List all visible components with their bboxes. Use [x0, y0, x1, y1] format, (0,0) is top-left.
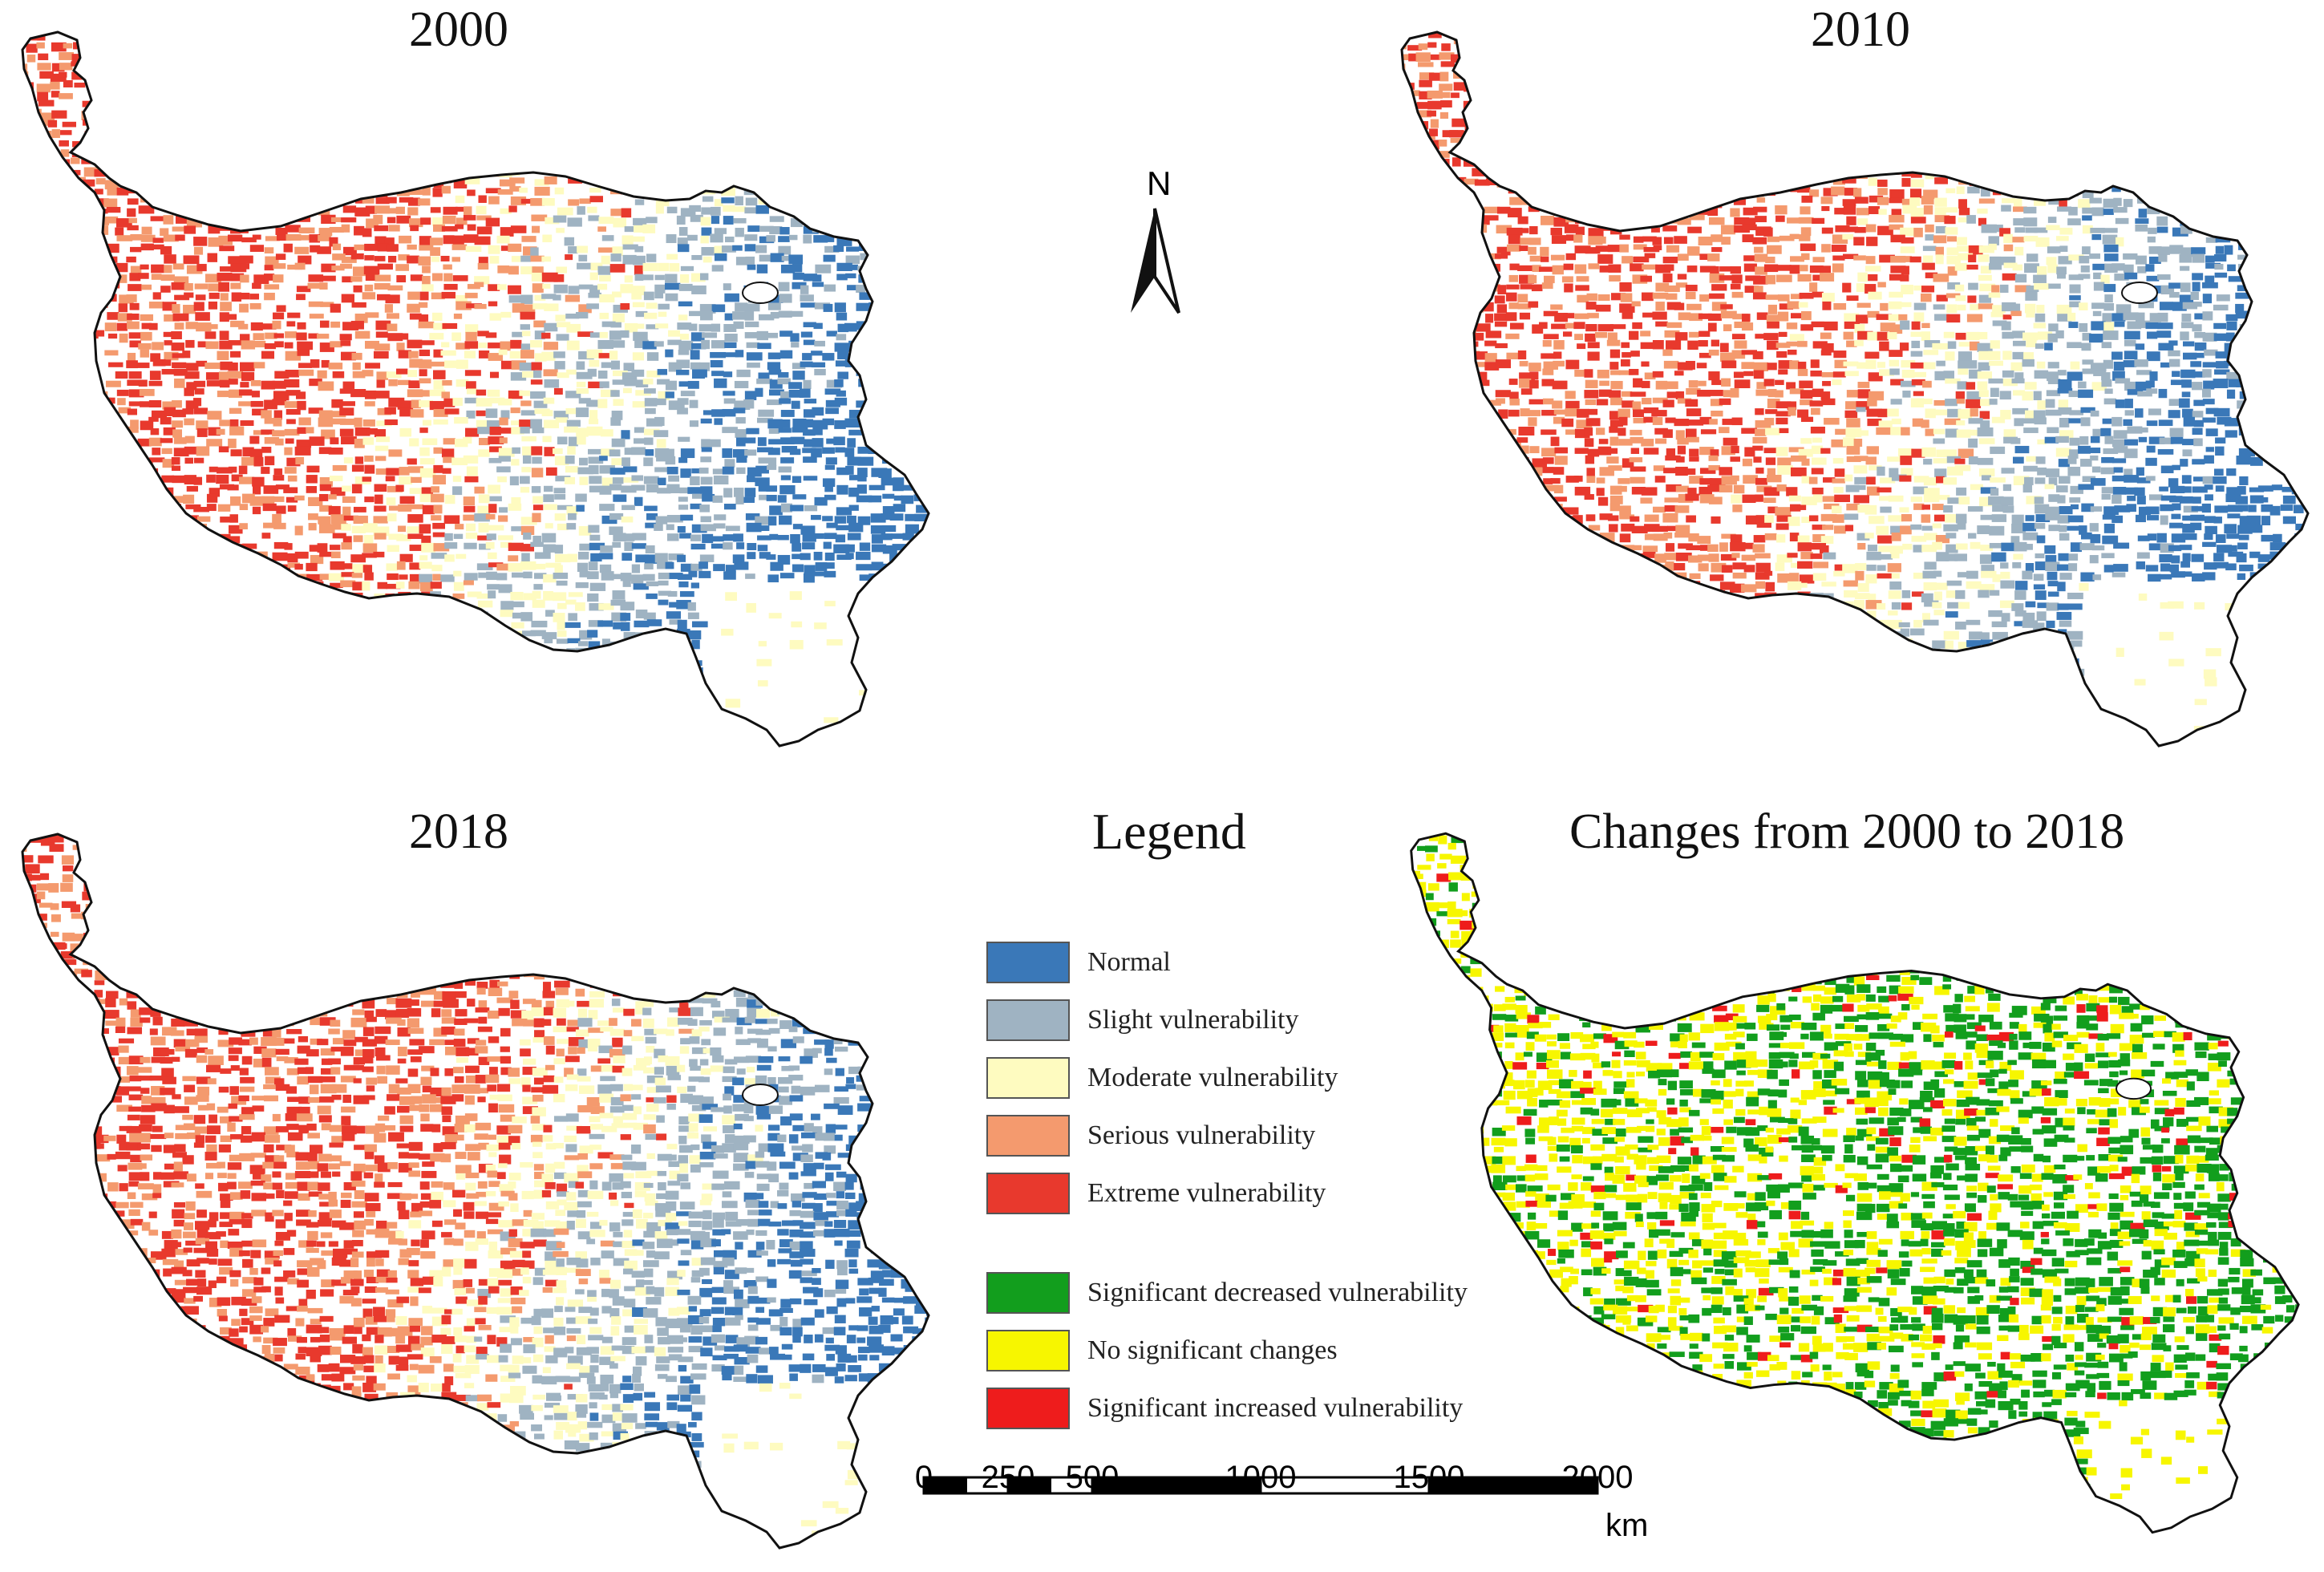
- legend-label: Significant increased vulnerability: [1087, 1393, 1463, 1424]
- map-2000: [0, 0, 946, 770]
- legend-swatch: [986, 1272, 1070, 1314]
- north-arrow-icon: [1123, 164, 1187, 317]
- scale-tick-label: 1500: [1394, 1460, 1465, 1496]
- legend-item: Slight vulnerability: [986, 998, 1298, 1043]
- lake-outline: [743, 282, 778, 303]
- map-2010: [1379, 0, 2324, 770]
- legend-item: Normal: [986, 940, 1171, 985]
- map-changes-2000-2018: [1379, 802, 2324, 1556]
- scale-tick-label: 250: [982, 1460, 1035, 1496]
- legend-swatch: [986, 999, 1070, 1041]
- legend-title: Legend: [1092, 802, 1246, 861]
- legend-item: Serious vulnerability: [986, 1113, 1315, 1158]
- legend-label: Significant decreased vulnerability: [1087, 1278, 1468, 1308]
- legend-swatch: [986, 1173, 1070, 1214]
- scale-tick-label: 2000: [1562, 1460, 1634, 1496]
- legend-swatch: [986, 942, 1070, 983]
- legend-label: No significant changes: [1087, 1335, 1338, 1366]
- scale-tick-label: 1000: [1225, 1460, 1297, 1496]
- legend-item: Moderate vulnerability: [986, 1055, 1338, 1100]
- legend-item: Significant decreased vulnerability: [986, 1270, 1468, 1315]
- legend-swatch: [986, 1330, 1070, 1371]
- scale-tick-label: 0: [915, 1460, 933, 1496]
- legend-swatch: [986, 1388, 1070, 1429]
- legend-swatch: [986, 1057, 1070, 1099]
- legend-item: Significant increased vulnerability: [986, 1386, 1463, 1431]
- legend-item: Extreme vulnerability: [986, 1171, 1326, 1216]
- legend-label: Normal: [1087, 947, 1171, 978]
- legend-label: Slight vulnerability: [1087, 1005, 1298, 1035]
- lake-outline: [743, 1084, 778, 1105]
- scale-tick-label: 500: [1066, 1460, 1119, 1496]
- scale-unit: km: [1605, 1508, 1648, 1544]
- legend-label: Extreme vulnerability: [1087, 1178, 1326, 1209]
- map-2018: [0, 802, 946, 1572]
- legend-label: Moderate vulnerability: [1087, 1063, 1338, 1093]
- lake-outline: [2116, 1079, 2151, 1099]
- legend-item: No significant changes: [986, 1328, 1338, 1373]
- legend-swatch: [986, 1115, 1070, 1157]
- lake-outline: [2122, 282, 2157, 303]
- legend-label: Serious vulnerability: [1087, 1120, 1315, 1151]
